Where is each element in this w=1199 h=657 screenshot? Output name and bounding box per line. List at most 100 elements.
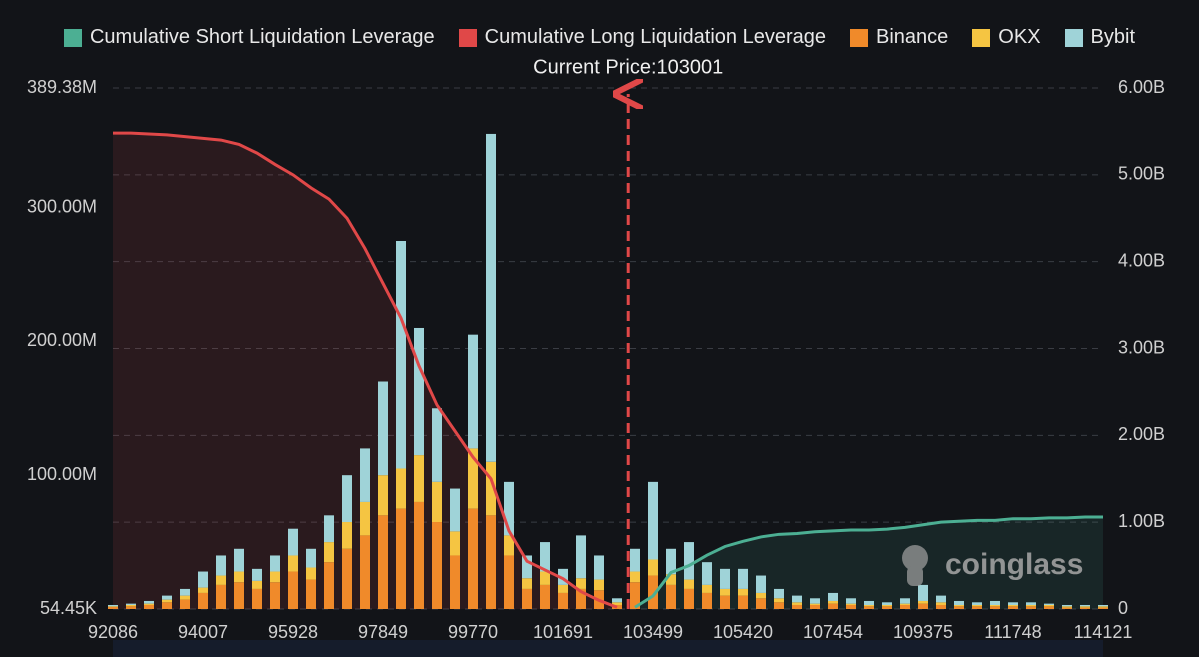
bar-segment (648, 575, 658, 609)
bar-segment (306, 579, 316, 609)
x-tick-label: 107454 (803, 622, 863, 642)
bar-segment (1008, 602, 1018, 605)
bar-segment (486, 515, 496, 609)
bar-segment (324, 542, 334, 563)
bar-segment (378, 381, 388, 476)
bar-segment (918, 603, 928, 609)
bar-segment (792, 595, 802, 603)
logo-body (907, 566, 923, 586)
bar-segment (504, 535, 514, 556)
bar-segment (360, 535, 370, 609)
bar-segment (1098, 607, 1108, 609)
bar-segment (270, 555, 280, 572)
x-tick-label: 94007 (178, 622, 228, 642)
bar-segment (324, 562, 334, 609)
legend: Cumulative Short Liquidation Leverage Cum… (0, 26, 1199, 49)
legend-item[interactable]: OKX (972, 26, 1041, 49)
bar-segment (774, 602, 784, 609)
bar-segment (288, 528, 298, 556)
bar-segment (198, 571, 208, 588)
legend-item[interactable]: Bybit (1064, 26, 1135, 49)
bar-segment (720, 588, 730, 596)
y2-tick-label: 0 (1118, 598, 1128, 618)
bar-segment (342, 548, 352, 609)
bar-segment (576, 588, 586, 609)
bar-segment (594, 555, 604, 580)
bar-segment (666, 574, 676, 585)
bar-segment (1008, 606, 1018, 609)
bar-segment (846, 604, 856, 609)
y2-tick-label: 3.00B (1118, 337, 1165, 357)
bar-segment (612, 598, 622, 603)
bar-segment (306, 567, 316, 580)
legend-swatch (850, 28, 869, 47)
legend-item[interactable]: Cumulative Short Liquidation Leverage (63, 26, 435, 49)
bar-segment (378, 515, 388, 609)
bar-segment (180, 588, 190, 596)
bar-segment (468, 508, 478, 609)
bar-segment (540, 571, 550, 585)
bar-segment (756, 575, 766, 593)
bar-segment (486, 461, 496, 516)
bar-segment (774, 588, 784, 599)
bar-segment (234, 571, 244, 583)
bar-segment (126, 603, 136, 605)
bar-segment (252, 580, 262, 589)
bar-segment (630, 582, 640, 609)
bar-segment (306, 548, 316, 568)
bar-segment (216, 555, 226, 576)
y-tick-label: 300.00M (27, 196, 97, 216)
bar-segment (1008, 604, 1018, 607)
bar-segment (792, 604, 802, 609)
bar-segment (792, 602, 802, 605)
bar-segment (540, 584, 550, 609)
bar-segment (918, 600, 928, 604)
bar-segment (648, 481, 658, 560)
bar-segment (990, 600, 1000, 605)
bar-segment (126, 606, 136, 609)
bar-segment (900, 603, 910, 605)
legend-swatch (458, 28, 477, 47)
bar-segment (846, 603, 856, 605)
bar-segment (180, 595, 190, 600)
legend-swatch (972, 28, 991, 47)
legend-item[interactable]: Cumulative Long Liquidation Leverage (458, 26, 826, 49)
bar-segment (756, 598, 766, 609)
bar-segment (810, 603, 820, 605)
bar-segment (432, 481, 442, 523)
bar-segment (180, 599, 190, 609)
bar-segment (216, 584, 226, 609)
bar-segment (234, 548, 244, 572)
bar-segment (252, 588, 262, 609)
bar-segment (144, 604, 154, 609)
legend-label: Cumulative Short Liquidation Leverage (89, 26, 435, 48)
bar-segment (288, 571, 298, 609)
x-tick-label: 111748 (984, 622, 1041, 642)
legend-label: OKX (998, 26, 1041, 48)
bar-segment (342, 522, 352, 549)
bar-segment (234, 582, 244, 609)
bar-segment (1026, 604, 1036, 607)
bar-segment (450, 555, 460, 609)
bar-segment (216, 575, 226, 585)
legend-item[interactable]: Binance (850, 26, 948, 49)
bar-segment (522, 588, 532, 609)
bar-segment (288, 555, 298, 572)
bar-segment (774, 598, 784, 603)
bar-segment (684, 588, 694, 609)
bar-segment (468, 448, 478, 509)
bar-segment (558, 584, 568, 593)
bar-segment (126, 604, 136, 607)
bar-segment (684, 579, 694, 589)
bar-segment (864, 600, 874, 605)
bar-segment (162, 602, 172, 609)
bar-segment (1080, 604, 1090, 607)
bar-segment (810, 598, 820, 604)
line (113, 131, 618, 609)
bar-segment (738, 595, 748, 609)
bar-segment (936, 604, 946, 609)
bar-segment (828, 603, 838, 609)
x-tick-label: 92086 (88, 622, 138, 642)
bar-segment (720, 568, 730, 589)
